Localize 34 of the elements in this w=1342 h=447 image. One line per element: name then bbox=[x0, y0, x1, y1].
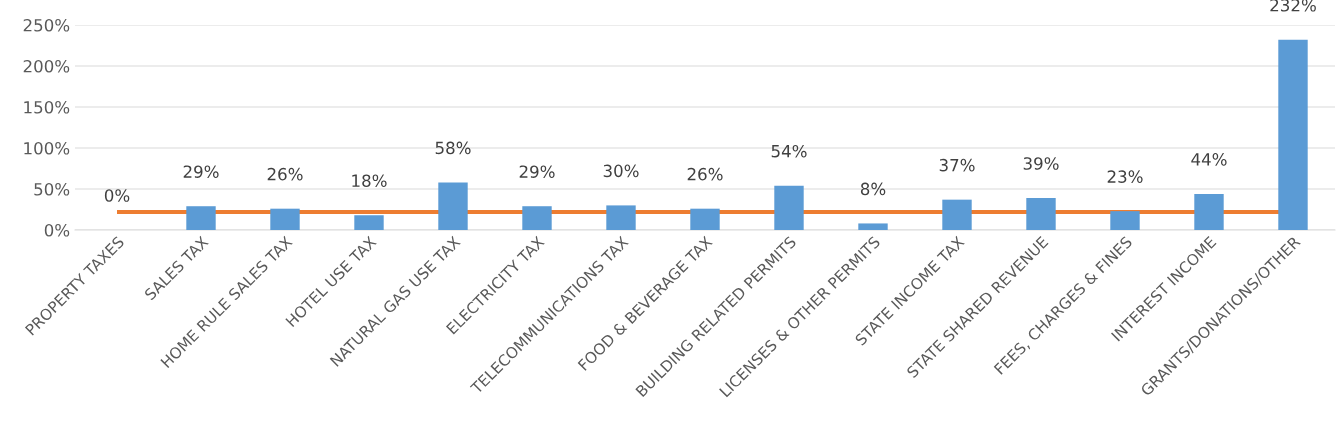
y-tick-label: 0% bbox=[44, 223, 70, 237]
data-label: 58% bbox=[435, 141, 471, 155]
bar bbox=[942, 199, 972, 230]
bar bbox=[774, 185, 804, 230]
data-label: 8% bbox=[860, 182, 886, 196]
data-label: 29% bbox=[519, 165, 555, 178]
bar bbox=[270, 208, 300, 230]
bar bbox=[354, 215, 384, 230]
data-label: 39% bbox=[1023, 157, 1059, 170]
data-label: 37% bbox=[939, 158, 975, 172]
y-tick-label: 200% bbox=[23, 59, 70, 73]
y-tick-label: 250% bbox=[23, 18, 70, 32]
data-label: 0% bbox=[104, 189, 130, 202]
bar bbox=[522, 206, 552, 230]
y-tick-label: 50% bbox=[34, 182, 70, 196]
data-label: 44% bbox=[1191, 153, 1227, 166]
bar bbox=[1110, 211, 1140, 230]
data-label: 29% bbox=[183, 165, 219, 178]
bar bbox=[186, 206, 216, 230]
data-label: 30% bbox=[603, 164, 639, 178]
bar bbox=[438, 182, 468, 230]
bar bbox=[606, 205, 636, 230]
data-label: 54% bbox=[771, 144, 807, 158]
y-tick-label: 100% bbox=[24, 141, 70, 155]
data-label: 26% bbox=[687, 167, 723, 181]
data-label: 23% bbox=[1107, 170, 1143, 183]
bar bbox=[1194, 193, 1224, 230]
y-tick-label: 150% bbox=[24, 100, 70, 114]
bar bbox=[858, 223, 888, 230]
data-label: 18% bbox=[352, 174, 387, 188]
data-label: 26% bbox=[267, 167, 303, 181]
bar bbox=[1278, 39, 1308, 230]
bar bbox=[1026, 198, 1056, 230]
bar bbox=[690, 208, 720, 230]
